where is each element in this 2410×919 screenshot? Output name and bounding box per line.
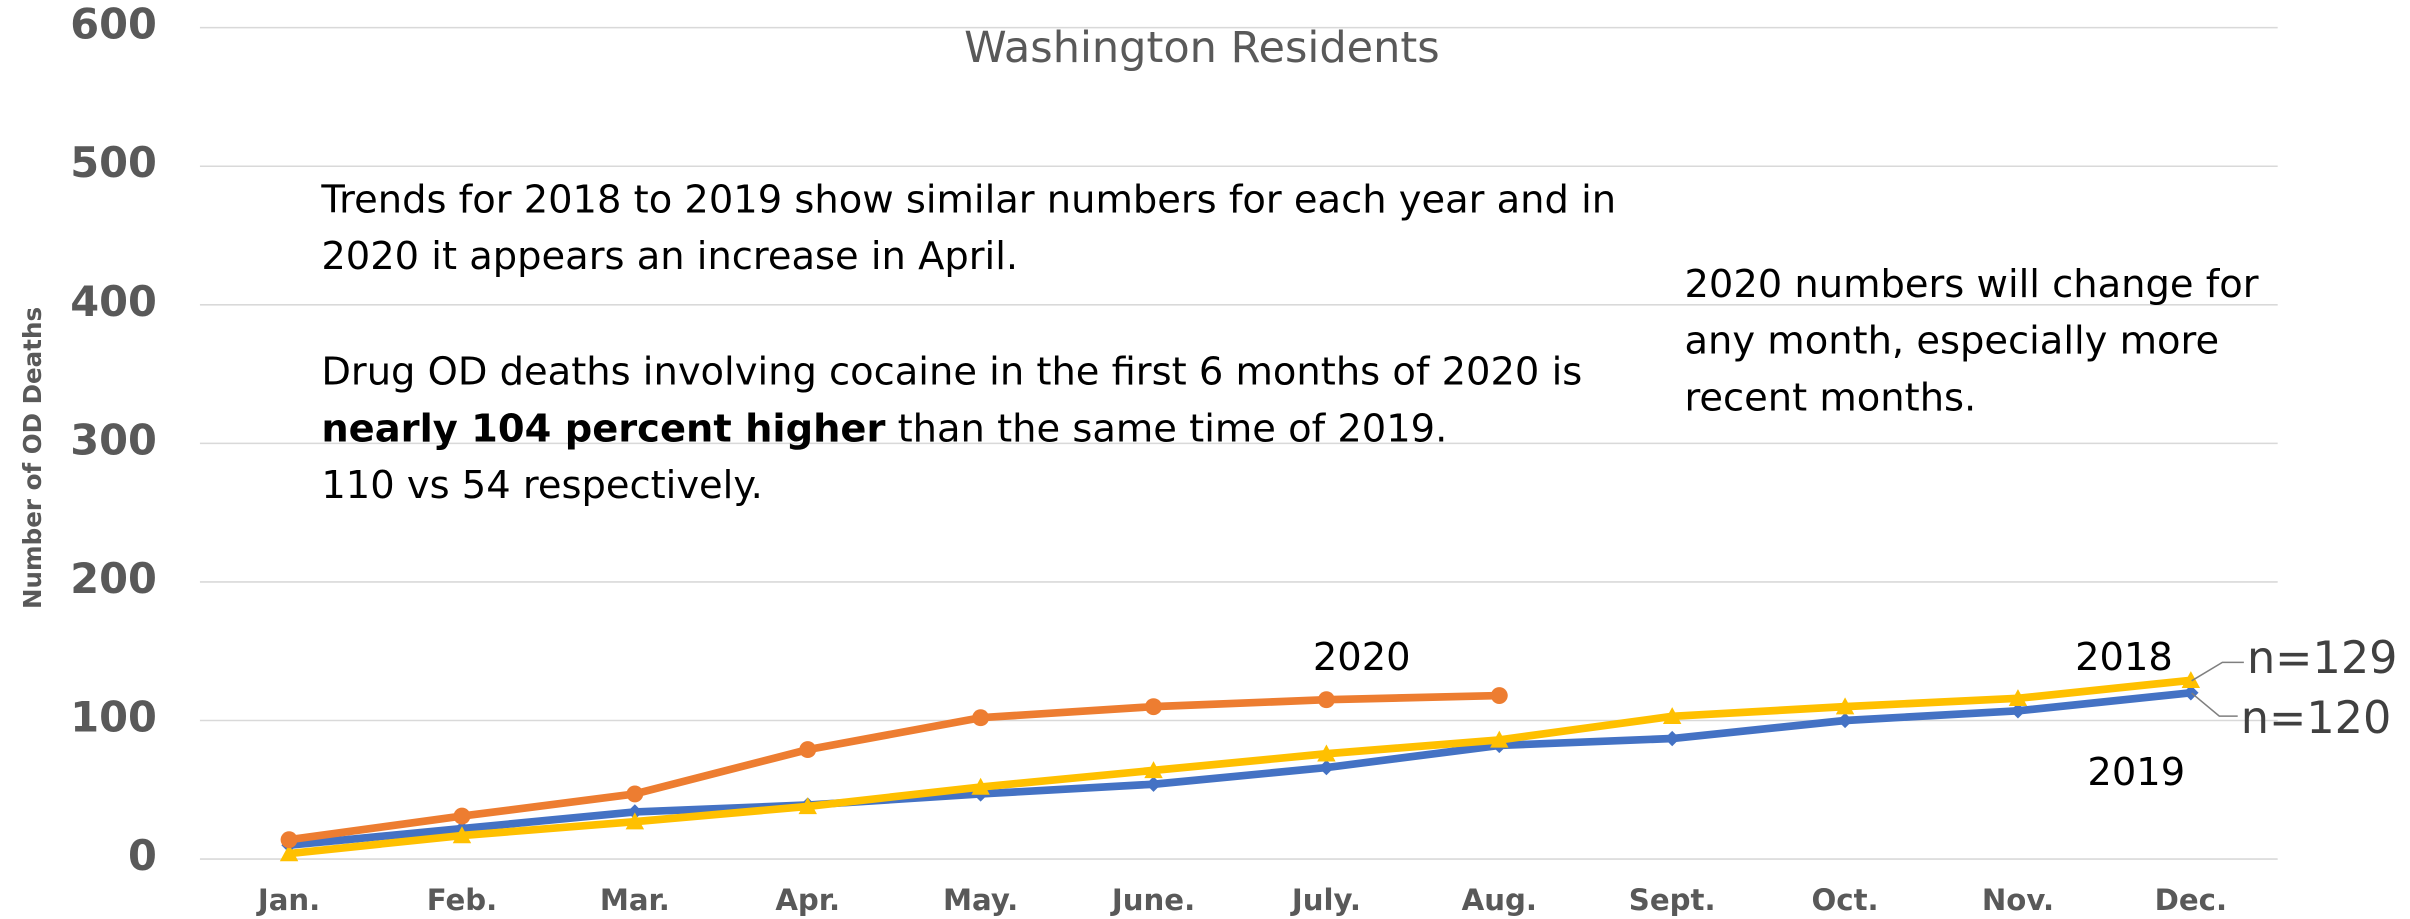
annotation-part: recent months. (1684, 375, 1976, 420)
point (798, 797, 817, 815)
series-line (288, 676, 2192, 858)
y-tick-label: 500 (70, 138, 157, 187)
series-line (288, 691, 1500, 844)
point (627, 804, 643, 820)
point (1145, 698, 1162, 716)
annotation: recent months. (1684, 375, 1976, 420)
x-tick-label: Mar. (600, 883, 670, 917)
annotation: Drug OD deaths involving cocaine in the … (321, 349, 1582, 394)
x-tick-label: Sept. (1629, 883, 1716, 917)
x-tick-label: Dec. (2155, 883, 2227, 917)
point (1318, 759, 1335, 776)
annotation: 110 vs 54 respectively. (321, 463, 762, 508)
x-tick-label: June. (1110, 883, 1195, 917)
leader-line (2191, 661, 2244, 682)
annotation-part: than the same time of 2019. (885, 406, 1447, 451)
x-tick-label: Aug. (1462, 883, 1537, 917)
end-label: n=129 (2247, 632, 2398, 684)
point (1145, 776, 1162, 792)
y-tick-label: 0 (128, 831, 157, 880)
annotation: 2020 it appears an increase in April. (321, 234, 1018, 279)
x-tick-label: Jan. (256, 883, 320, 917)
annotation-part: 2020 it appears an increase in April. (321, 234, 1018, 279)
x-tick-label: July. (1290, 883, 1361, 917)
point (279, 844, 299, 862)
point (1662, 707, 1682, 725)
annotation-part: any month, especially more (1684, 318, 2219, 363)
point (2181, 671, 2201, 688)
series-line (288, 688, 2192, 850)
series-label: 2018 (2075, 635, 2173, 680)
chart-title: Washington Residents (964, 23, 1440, 73)
point (799, 741, 817, 759)
point (1664, 730, 1680, 747)
point (452, 826, 472, 844)
x-tick-label: Oct. (1811, 883, 1878, 917)
y-tick-label: 100 (70, 692, 157, 741)
annotation-part: Trends for 2018 to 2019 show similar num… (320, 177, 1616, 222)
point (280, 831, 298, 849)
point (1317, 744, 1336, 762)
point (971, 777, 990, 795)
series-label: 2020 (1313, 635, 1411, 680)
point (1490, 730, 1509, 748)
point (972, 709, 990, 727)
point (1317, 691, 1335, 709)
annotation-part: nearly 104 percent higher (321, 406, 885, 451)
y-tick-label: 200 (70, 554, 157, 603)
point (2008, 689, 2028, 707)
annotation-part: 2020 numbers will change for (1684, 261, 2258, 306)
x-tick-label: Nov. (1982, 883, 2054, 917)
point (1490, 687, 1508, 705)
point (2010, 703, 2026, 719)
annotation: Trends for 2018 to 2019 show similar num… (320, 177, 1616, 222)
point (1144, 761, 1163, 779)
annotation: nearly 104 percent higher than the same … (321, 406, 1447, 451)
y-tick-label: 300 (70, 415, 157, 464)
point (626, 785, 644, 803)
leader-line (2191, 692, 2238, 717)
y-tick-label: 600 (70, 0, 157, 49)
annotation: 2020 numbers will change for (1684, 261, 2258, 306)
point (1837, 712, 1853, 729)
point (453, 807, 471, 825)
series-label: 2019 (2087, 750, 2185, 795)
x-tick-label: Apr. (775, 883, 840, 917)
x-tick-label: May. (943, 883, 1018, 917)
annotation: any month, especially more (1684, 318, 2219, 363)
y-tick-label: 400 (70, 277, 157, 326)
y-axis-title: Number of OD Deaths (18, 307, 47, 609)
point (1835, 697, 1855, 715)
annotation-part: 110 vs 54 respectively. (321, 463, 762, 508)
annotation-part: Drug OD deaths involving cocaine in the … (321, 349, 1582, 394)
x-tick-label: Feb. (427, 883, 498, 917)
end-label: n=120 (2241, 692, 2392, 744)
point (625, 812, 645, 830)
